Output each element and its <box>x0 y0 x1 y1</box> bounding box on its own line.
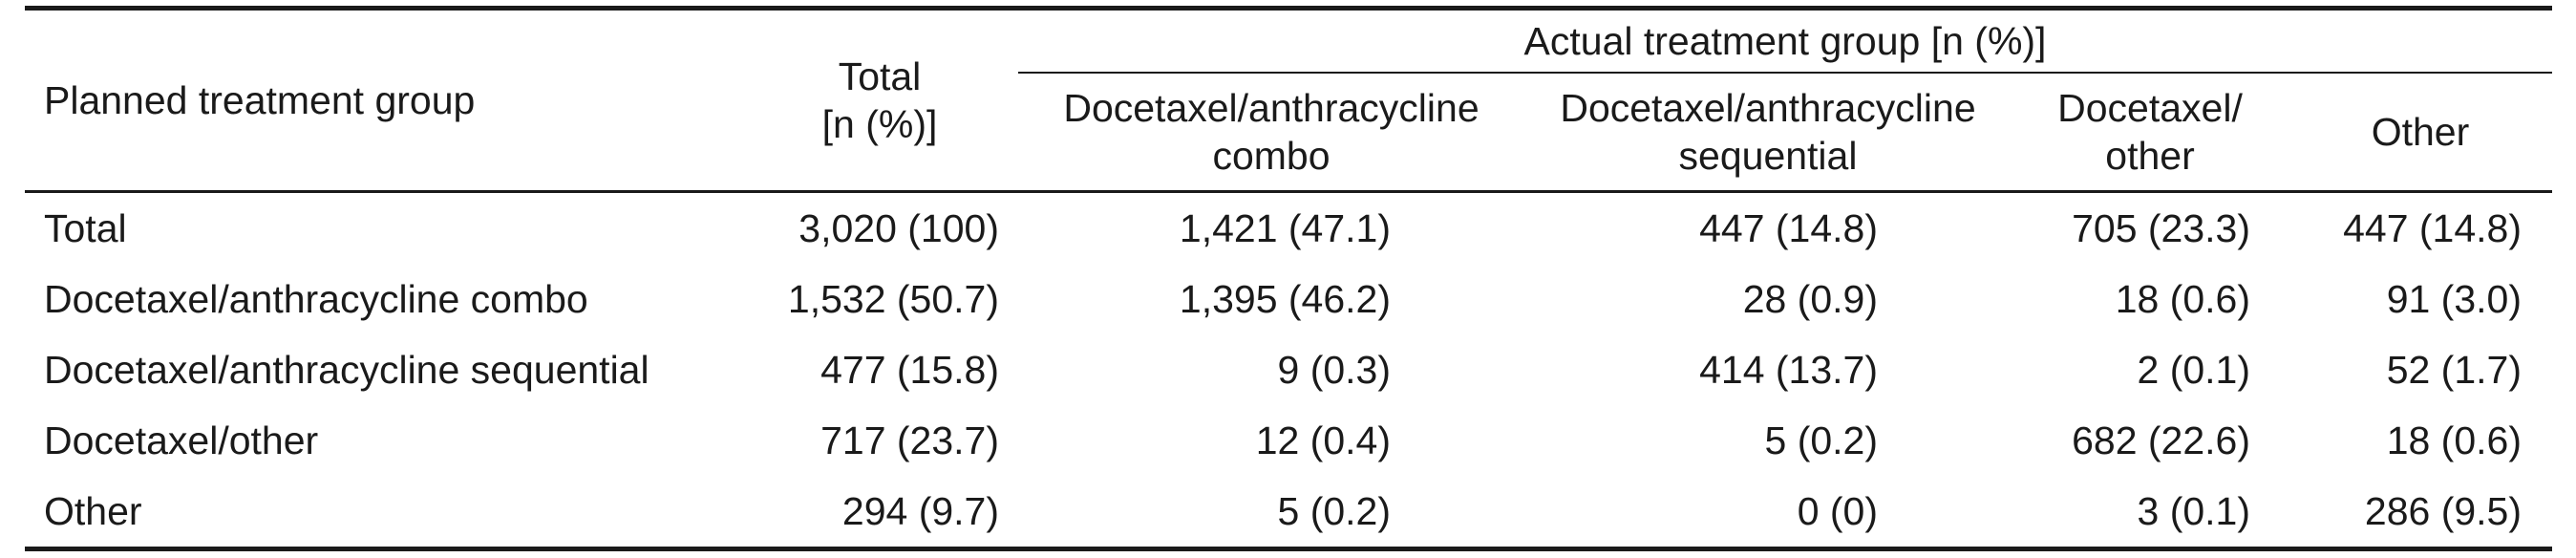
cell-total: 3,020 (100) <box>798 206 999 250</box>
cell-sequential: 447 (14.8) <box>1699 206 1878 250</box>
subheader-docetaxel-other: Docetaxel/ other <box>2012 73 2289 193</box>
subheader-sequential-line2: sequential <box>1678 134 1858 178</box>
subheader-other: Other <box>2289 73 2552 193</box>
row-label: Other <box>25 476 741 551</box>
table-row: Total 3,020 (100) 1,421 (47.1) 447 (14.8… <box>25 192 2552 265</box>
header-row-top: Planned treatment group Total [n (%)] Ac… <box>25 6 2552 193</box>
cell-other: 286 (9.5) <box>2289 476 2552 551</box>
cell-sequential: 414 (13.7) <box>1699 348 1878 392</box>
subheader-combo-line1: Docetaxel/anthracycline <box>1063 86 1480 130</box>
header-row-sub: Docetaxel/anthracycline combo Docetaxel/… <box>25 73 2552 193</box>
subheader-other-line1: Other <box>2371 110 2470 154</box>
subheader-sequential-line1: Docetaxel/anthracycline <box>1560 86 1976 130</box>
actual-group-header: Actual treatment group [n (%)] <box>1018 6 2552 74</box>
cell-other: 447 (14.8) <box>2343 206 2522 250</box>
row-label: Docetaxel/anthracycline combo <box>44 277 588 321</box>
cell-combo: 12 (0.4) <box>1255 418 1391 462</box>
planned-group-header: Planned treatment group <box>25 6 741 193</box>
table-row: Docetaxel/anthracycline sequential 477 (… <box>25 334 2552 405</box>
cell-other: 91 (3.0) <box>2386 277 2522 321</box>
subheader-combo: Docetaxel/anthracycline combo <box>1018 73 1524 193</box>
subheader-docetaxel-other-line2: other <box>2105 134 2195 178</box>
cell-docetaxel-other: 18 (0.6) <box>2115 277 2250 321</box>
cell-combo: 1,395 (46.2) <box>1179 277 1391 321</box>
table-row: Other 294 (9.7) 5 (0.2) 0 (0) 3 (0.1) 28… <box>25 476 2552 551</box>
table-row: Docetaxel/other 717 (23.7) 12 (0.4) 5 (0… <box>25 405 2552 476</box>
cell-docetaxel-other: 682 (22.6) <box>2072 418 2250 462</box>
subheader-combo-line2: combo <box>1212 134 1331 178</box>
cell-combo: 9 (0.3) <box>1277 348 1392 392</box>
cell-docetaxel-other: 3 (0.1) <box>2012 476 2289 551</box>
row-label: Docetaxel/other <box>44 418 319 462</box>
subheader-sequential: Docetaxel/anthracycline sequential <box>1524 73 2012 193</box>
cell-docetaxel-other: 2 (0.1) <box>2137 348 2251 392</box>
total-header-line2: [n (%)] <box>821 102 938 146</box>
cell-other: 18 (0.6) <box>2386 418 2522 462</box>
cell-total: 1,532 (50.7) <box>787 277 999 321</box>
subheader-docetaxel-other-line1: Docetaxel/ <box>2057 86 2243 130</box>
cell-total: 477 (15.8) <box>820 348 999 392</box>
table-row: Docetaxel/anthracycline combo 1,532 (50.… <box>25 264 2552 334</box>
cell-sequential: 28 (0.9) <box>1742 277 1878 321</box>
cell-other: 52 (1.7) <box>2386 348 2522 392</box>
table-body: Total 3,020 (100) 1,421 (47.1) 447 (14.8… <box>25 192 2552 551</box>
cell-sequential: 0 (0) <box>1524 476 2012 551</box>
row-label: Total <box>44 206 127 250</box>
total-header-line1: Total <box>838 54 922 98</box>
cell-total: 717 (23.7) <box>820 418 999 462</box>
table-header: Planned treatment group Total [n (%)] Ac… <box>25 6 2552 193</box>
cell-total: 294 (9.7) <box>741 476 1018 551</box>
cell-combo: 1,421 (47.1) <box>1179 206 1391 250</box>
cell-combo: 5 (0.2) <box>1018 476 1524 551</box>
treatment-group-table: Planned treatment group Total [n (%)] Ac… <box>25 6 2552 551</box>
row-label: Docetaxel/anthracycline sequential <box>44 348 649 392</box>
cell-docetaxel-other: 705 (23.3) <box>2072 206 2250 250</box>
cell-sequential: 5 (0.2) <box>1764 418 1879 462</box>
total-header: Total [n (%)] <box>741 6 1018 193</box>
